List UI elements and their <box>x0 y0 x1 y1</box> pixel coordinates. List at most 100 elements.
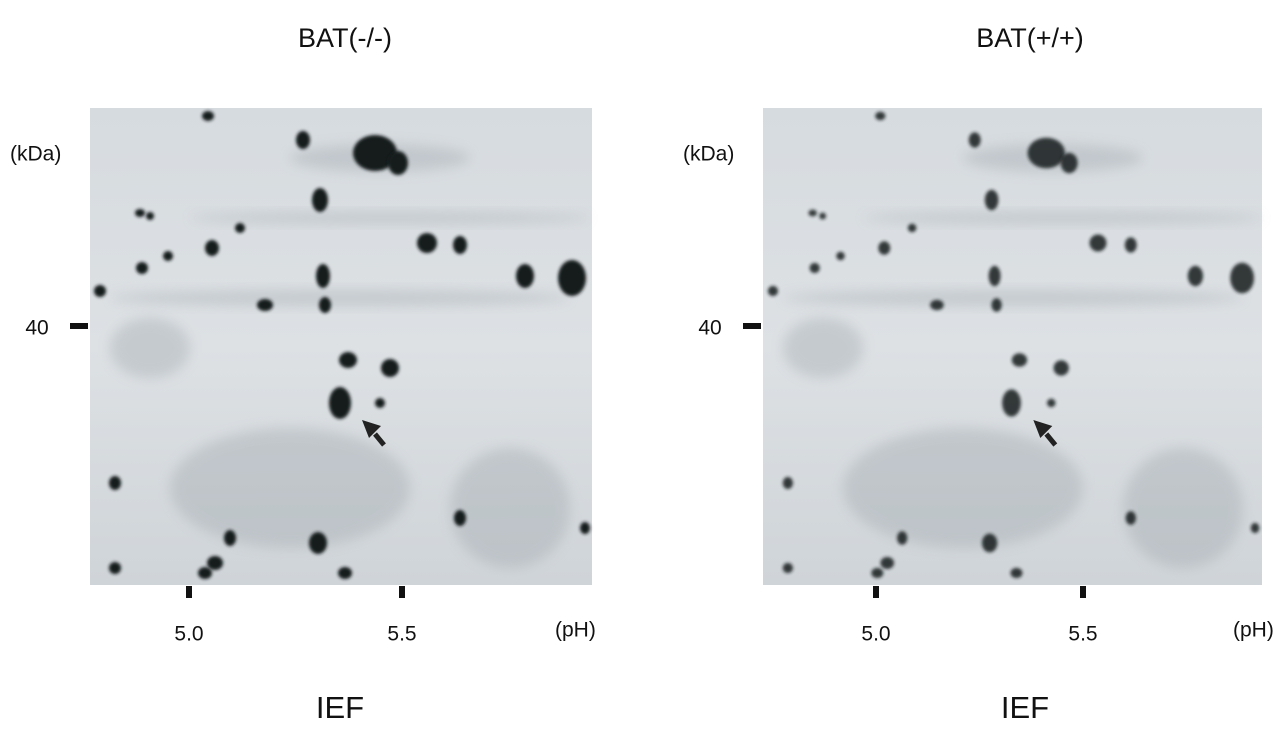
protein-spot <box>767 285 779 297</box>
protein-spot <box>988 265 1001 287</box>
gel-smear <box>450 448 570 568</box>
protein-spot <box>875 111 886 121</box>
protein-spot <box>1230 262 1255 294</box>
protein-spot <box>235 223 245 233</box>
protein-spot <box>109 562 121 574</box>
protein-spot <box>897 531 908 545</box>
gel-smear <box>843 428 1083 548</box>
protein-spot <box>1250 522 1260 534</box>
protein-spot <box>782 562 793 574</box>
gel-smear <box>190 212 590 224</box>
protein-spot <box>338 567 352 579</box>
protein-spot <box>1187 265 1204 287</box>
protein-spot <box>309 532 327 554</box>
panel-title: BAT(+/+) <box>976 23 1084 53</box>
gel-smear <box>783 290 1243 306</box>
protein-spot <box>224 530 236 546</box>
protein-spot <box>1047 398 1056 408</box>
gel-smear <box>170 428 410 548</box>
y-tick-label: 40 <box>698 317 721 340</box>
protein-spot <box>136 262 148 274</box>
protein-spot <box>819 212 827 220</box>
protein-spot <box>353 135 397 171</box>
protein-spot <box>981 533 998 553</box>
protein-spot <box>808 209 817 217</box>
y-tick <box>743 323 761 329</box>
x-axis-unit: (pH) <box>1233 619 1274 642</box>
protein-spot <box>1002 389 1021 417</box>
protein-spot <box>329 387 351 419</box>
protein-spot <box>930 299 944 311</box>
gel-smear <box>783 318 863 378</box>
protein-spot <box>991 298 1002 312</box>
arrow-shaft <box>1044 432 1058 447</box>
protein-spot <box>1060 152 1078 174</box>
x-tick <box>186 586 192 598</box>
x-tick <box>399 586 405 598</box>
x-axis-label: IEF <box>1001 690 1049 725</box>
gel-smear <box>1123 448 1243 568</box>
protein-spot <box>809 262 820 274</box>
y-tick-label: 40 <box>25 317 48 340</box>
x-axis-unit: (pH) <box>555 619 596 642</box>
y-tick <box>70 323 88 329</box>
protein-spot <box>205 240 219 256</box>
protein-spot <box>109 476 121 490</box>
protein-spot <box>880 557 895 569</box>
x-tick-label: 5.0 <box>861 623 890 646</box>
protein-spot <box>968 132 981 148</box>
protein-spot <box>454 510 466 526</box>
gel-panel <box>763 108 1263 585</box>
protein-spot <box>257 299 273 311</box>
protein-spot <box>1053 360 1069 376</box>
protein-spot <box>296 131 310 149</box>
protein-spot <box>146 212 154 220</box>
protein-spot <box>417 233 437 253</box>
protein-spot <box>1011 353 1028 367</box>
protein-spot <box>163 251 173 261</box>
protein-spot <box>319 297 331 313</box>
arrow-head <box>1033 420 1053 438</box>
protein-spot <box>907 223 917 233</box>
protein-spot <box>381 359 399 377</box>
protein-spot <box>516 264 534 288</box>
protein-spot <box>94 285 106 297</box>
gel-smear <box>110 318 190 378</box>
panel-title: BAT(-/-) <box>298 23 392 53</box>
protein-spot <box>207 556 223 570</box>
gel-panel <box>90 108 592 585</box>
protein-spot <box>871 567 884 579</box>
protein-spot <box>558 260 586 296</box>
protein-spot <box>878 241 891 255</box>
x-tick <box>873 586 879 598</box>
protein-spot <box>198 567 212 579</box>
x-tick-label: 5.0 <box>174 623 203 646</box>
protein-spot <box>1089 234 1107 252</box>
protein-spot <box>135 209 145 217</box>
protein-spot <box>1027 137 1065 169</box>
protein-spot <box>782 477 793 489</box>
protein-spot <box>580 522 590 534</box>
protein-spot <box>984 189 999 211</box>
y-axis-unit: (kDa) <box>10 143 61 166</box>
protein-spot <box>312 188 328 212</box>
protein-spot <box>388 151 408 175</box>
protein-spot <box>1124 237 1137 253</box>
protein-spot <box>375 398 385 408</box>
protein-spot <box>202 111 214 121</box>
x-tick <box>1080 586 1086 598</box>
protein-spot <box>1125 511 1136 525</box>
x-tick-label: 5.5 <box>387 623 416 646</box>
arrow-head <box>362 420 381 438</box>
protein-spot <box>453 236 467 254</box>
protein-spot <box>836 251 845 261</box>
x-tick-label: 5.5 <box>1068 623 1097 646</box>
arrow-shaft <box>373 432 386 447</box>
protein-spot <box>1010 567 1023 579</box>
gel-smear <box>863 212 1263 224</box>
y-axis-unit: (kDa) <box>683 143 734 166</box>
gel-smear <box>110 290 570 306</box>
protein-spot <box>339 352 357 368</box>
